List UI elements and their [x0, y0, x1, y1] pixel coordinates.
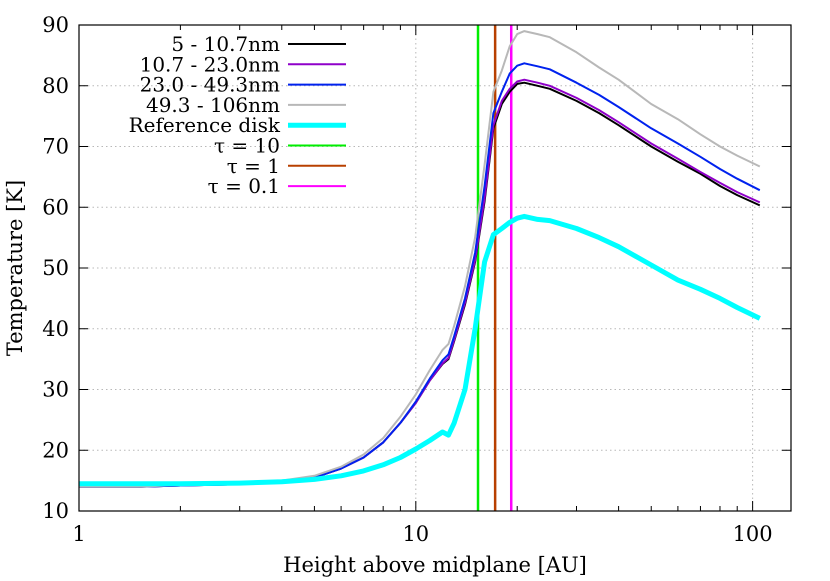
legend-label: 10.7 - 23.0nm — [140, 52, 280, 76]
y-tick-label: 30 — [42, 378, 69, 402]
x-tick-label: 1 — [72, 522, 85, 546]
y-tick-label: 60 — [42, 195, 69, 219]
legend-label: τ = 10 — [214, 134, 280, 158]
legend-label: Reference disk — [129, 113, 281, 137]
y-axis-title: Temperature [K] — [3, 180, 27, 356]
y-tick-label: 20 — [42, 438, 69, 462]
y-tick-label: 70 — [42, 135, 69, 159]
legend-label: 23.0 - 49.3nm — [140, 73, 280, 97]
x-axis-title: Height above midplane [AU] — [283, 553, 587, 577]
legend-label: 49.3 - 106nm — [146, 93, 280, 117]
y-tick-label: 90 — [42, 13, 69, 37]
x-tick-label: 100 — [733, 522, 773, 546]
legend-label: τ = 0.1 — [208, 174, 280, 198]
series-line-Reference-disk — [79, 213, 761, 487]
legend-label: τ = 1 — [227, 154, 280, 178]
series-line-23-0-49-3nm — [79, 62, 761, 488]
y-tick-label: 10 — [42, 499, 69, 523]
x-tick-label: 10 — [402, 522, 429, 546]
y-tick-label: 40 — [42, 317, 69, 341]
grid — [79, 25, 791, 511]
y-tick-label: 50 — [42, 256, 69, 280]
y-tick-label: 80 — [42, 74, 69, 98]
legend-label: 5 - 10.7nm — [171, 32, 280, 56]
series-lines — [79, 30, 761, 488]
series-line-49-3-106nm — [79, 30, 761, 488]
series-line-5-10-7nm — [79, 81, 761, 488]
series-line-10-7-23-0nm — [79, 78, 761, 488]
